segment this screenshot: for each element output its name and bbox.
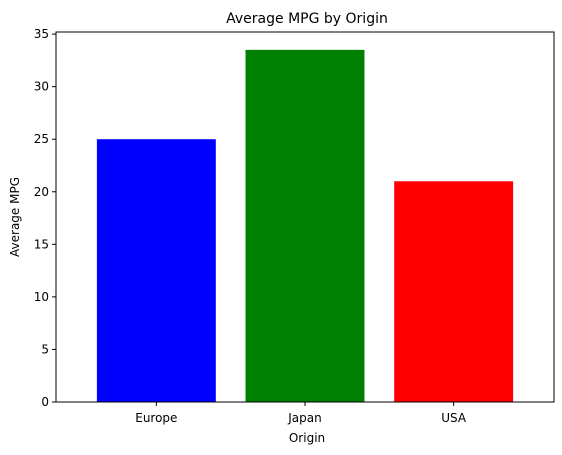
x-tick-label: USA: [441, 411, 467, 425]
x-tick-label: Japan: [287, 411, 321, 425]
bar-europe: [96, 139, 216, 402]
y-tick-label: 25: [34, 132, 49, 146]
y-tick-label: 20: [34, 185, 49, 199]
bars-group: [96, 49, 514, 402]
y-axis-label: Average MPG: [8, 177, 22, 257]
y-tick-label: 15: [34, 237, 49, 251]
y-axis: 0 5 10 15 20 25 30 35: [34, 27, 56, 409]
bar-usa: [394, 181, 514, 402]
bar-japan: [245, 49, 365, 402]
x-axis: Europe Japan USA: [135, 402, 467, 425]
x-tick-label: Europe: [135, 411, 177, 425]
y-tick-label: 5: [41, 342, 49, 356]
chart-title: Average MPG by Origin: [226, 11, 388, 27]
y-tick-label: 0: [41, 395, 49, 409]
y-tick-label: 30: [34, 80, 49, 94]
y-tick-label: 35: [34, 27, 49, 41]
y-tick-label: 10: [34, 290, 49, 304]
x-axis-label: Origin: [289, 431, 325, 445]
